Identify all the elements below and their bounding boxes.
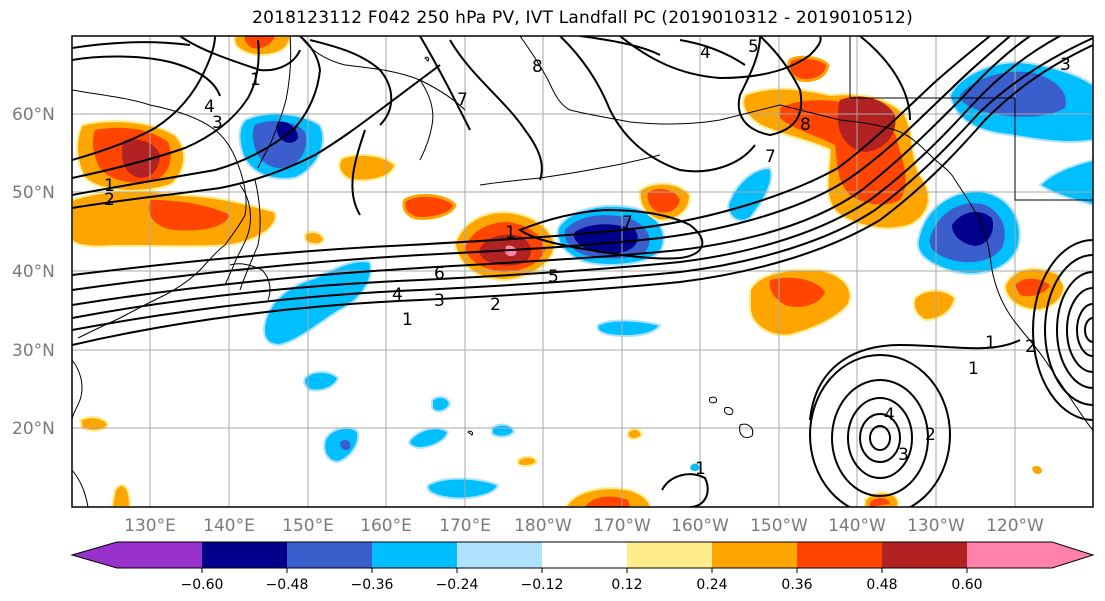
colorbar-segment — [117, 542, 202, 568]
lon-label: 120°W — [986, 516, 1044, 536]
lat-label: 40°N — [12, 262, 55, 282]
contour-label: 3 — [898, 445, 909, 465]
colorbar-tick-label: −0.60 — [181, 577, 224, 593]
lon-label: 150°E — [282, 516, 334, 536]
colorbar-segment — [372, 542, 457, 568]
colorbar-segment — [797, 542, 882, 568]
lon-label: 180°W — [514, 516, 572, 536]
lon-label: 130°E — [124, 516, 176, 536]
colorbar-segment — [967, 542, 1052, 568]
lon-label: 140°W — [828, 516, 886, 536]
longitude-labels: 130°E 140°E 150°E 160°E 170°E 180°W 170°… — [124, 516, 1044, 536]
colorbar-segment — [542, 542, 627, 568]
contour-label: 1 — [402, 310, 413, 330]
contour-label: 3 — [212, 113, 223, 133]
colorbar-segment — [457, 542, 542, 568]
lon-label: 170°E — [439, 516, 491, 536]
contour-label: 1 — [695, 459, 706, 479]
colorbar-tick-label: 0.36 — [781, 577, 812, 593]
lon-label: 160°E — [360, 516, 412, 536]
contour-label: 5 — [548, 267, 559, 287]
colorbar: −0.60 −0.48 −0.36 −0.24 −0.12 0.12 0.24 … — [70, 541, 1095, 593]
lon-label: 150°W — [750, 516, 808, 536]
colorbar-tick-label: 0.24 — [696, 577, 727, 593]
contour-label: 7 — [765, 147, 776, 167]
contour-label: 4 — [392, 285, 403, 305]
lat-label: 30°N — [12, 341, 55, 361]
lat-label: 50°N — [12, 183, 55, 203]
contour-label: 2 — [1025, 337, 1036, 357]
colorbar-segment — [72, 542, 117, 568]
contour-label: 3 — [1060, 55, 1071, 75]
lon-label: 140°E — [203, 516, 255, 536]
map-border — [71, 35, 1094, 508]
latitude-labels: 60°N 50°N 40°N 30°N 20°N — [12, 105, 55, 439]
contour-label: 2 — [104, 190, 115, 210]
contour-label: 1 — [505, 223, 516, 243]
contour-label: 1 — [250, 70, 261, 90]
colorbar-tick-label: 0.48 — [866, 577, 897, 593]
contour-label: 4 — [700, 43, 711, 63]
colorbar-tick-label: −0.24 — [436, 577, 479, 593]
contour-label: 3 — [434, 291, 445, 311]
lat-label: 60°N — [12, 105, 55, 125]
colorbar-tick-label: −0.12 — [521, 577, 564, 593]
contour-label: 2 — [490, 295, 501, 315]
colorbar-tick-label: −0.48 — [266, 577, 309, 593]
contour-label: 4 — [204, 97, 215, 117]
contour-label: 1 — [968, 359, 979, 379]
colorbar-tick-label: 0.60 — [951, 577, 982, 593]
map-title: 2018123112 F042 250 hPa PV, IVT Landfall… — [252, 8, 913, 28]
contour-label: 1 — [985, 333, 996, 353]
contour-label: 7 — [622, 213, 633, 233]
colorbar-tick-label: −0.36 — [351, 577, 394, 593]
contour-label: 7 — [457, 90, 468, 110]
colorbar-segment — [202, 542, 287, 568]
contour-labels: 1 2 3 4 5 6 7 8 4 1 2 3 4 5 7 8 7 1 2 3 … — [104, 37, 1071, 479]
contours — [72, 36, 1093, 507]
colorbar-segment — [627, 542, 712, 568]
contour-label: 6 — [434, 264, 445, 284]
lat-label: 20°N — [12, 419, 55, 439]
contour-label: 8 — [532, 57, 543, 77]
colorbar-segment — [1052, 542, 1093, 568]
colorbar-segment — [882, 542, 967, 568]
lon-label: 160°W — [671, 516, 729, 536]
contour-label: 4 — [884, 405, 895, 425]
lon-label: 170°W — [593, 516, 651, 536]
contour-label: 5 — [748, 37, 759, 57]
colorbar-segment — [712, 542, 797, 568]
contour-label: 2 — [925, 425, 936, 445]
colorbar-segment — [287, 542, 372, 568]
lon-label: 130°W — [907, 516, 965, 536]
contour-label: 8 — [800, 115, 811, 135]
colorbar-tick-label: 0.12 — [611, 577, 642, 593]
contour-label: 1 — [104, 176, 115, 196]
